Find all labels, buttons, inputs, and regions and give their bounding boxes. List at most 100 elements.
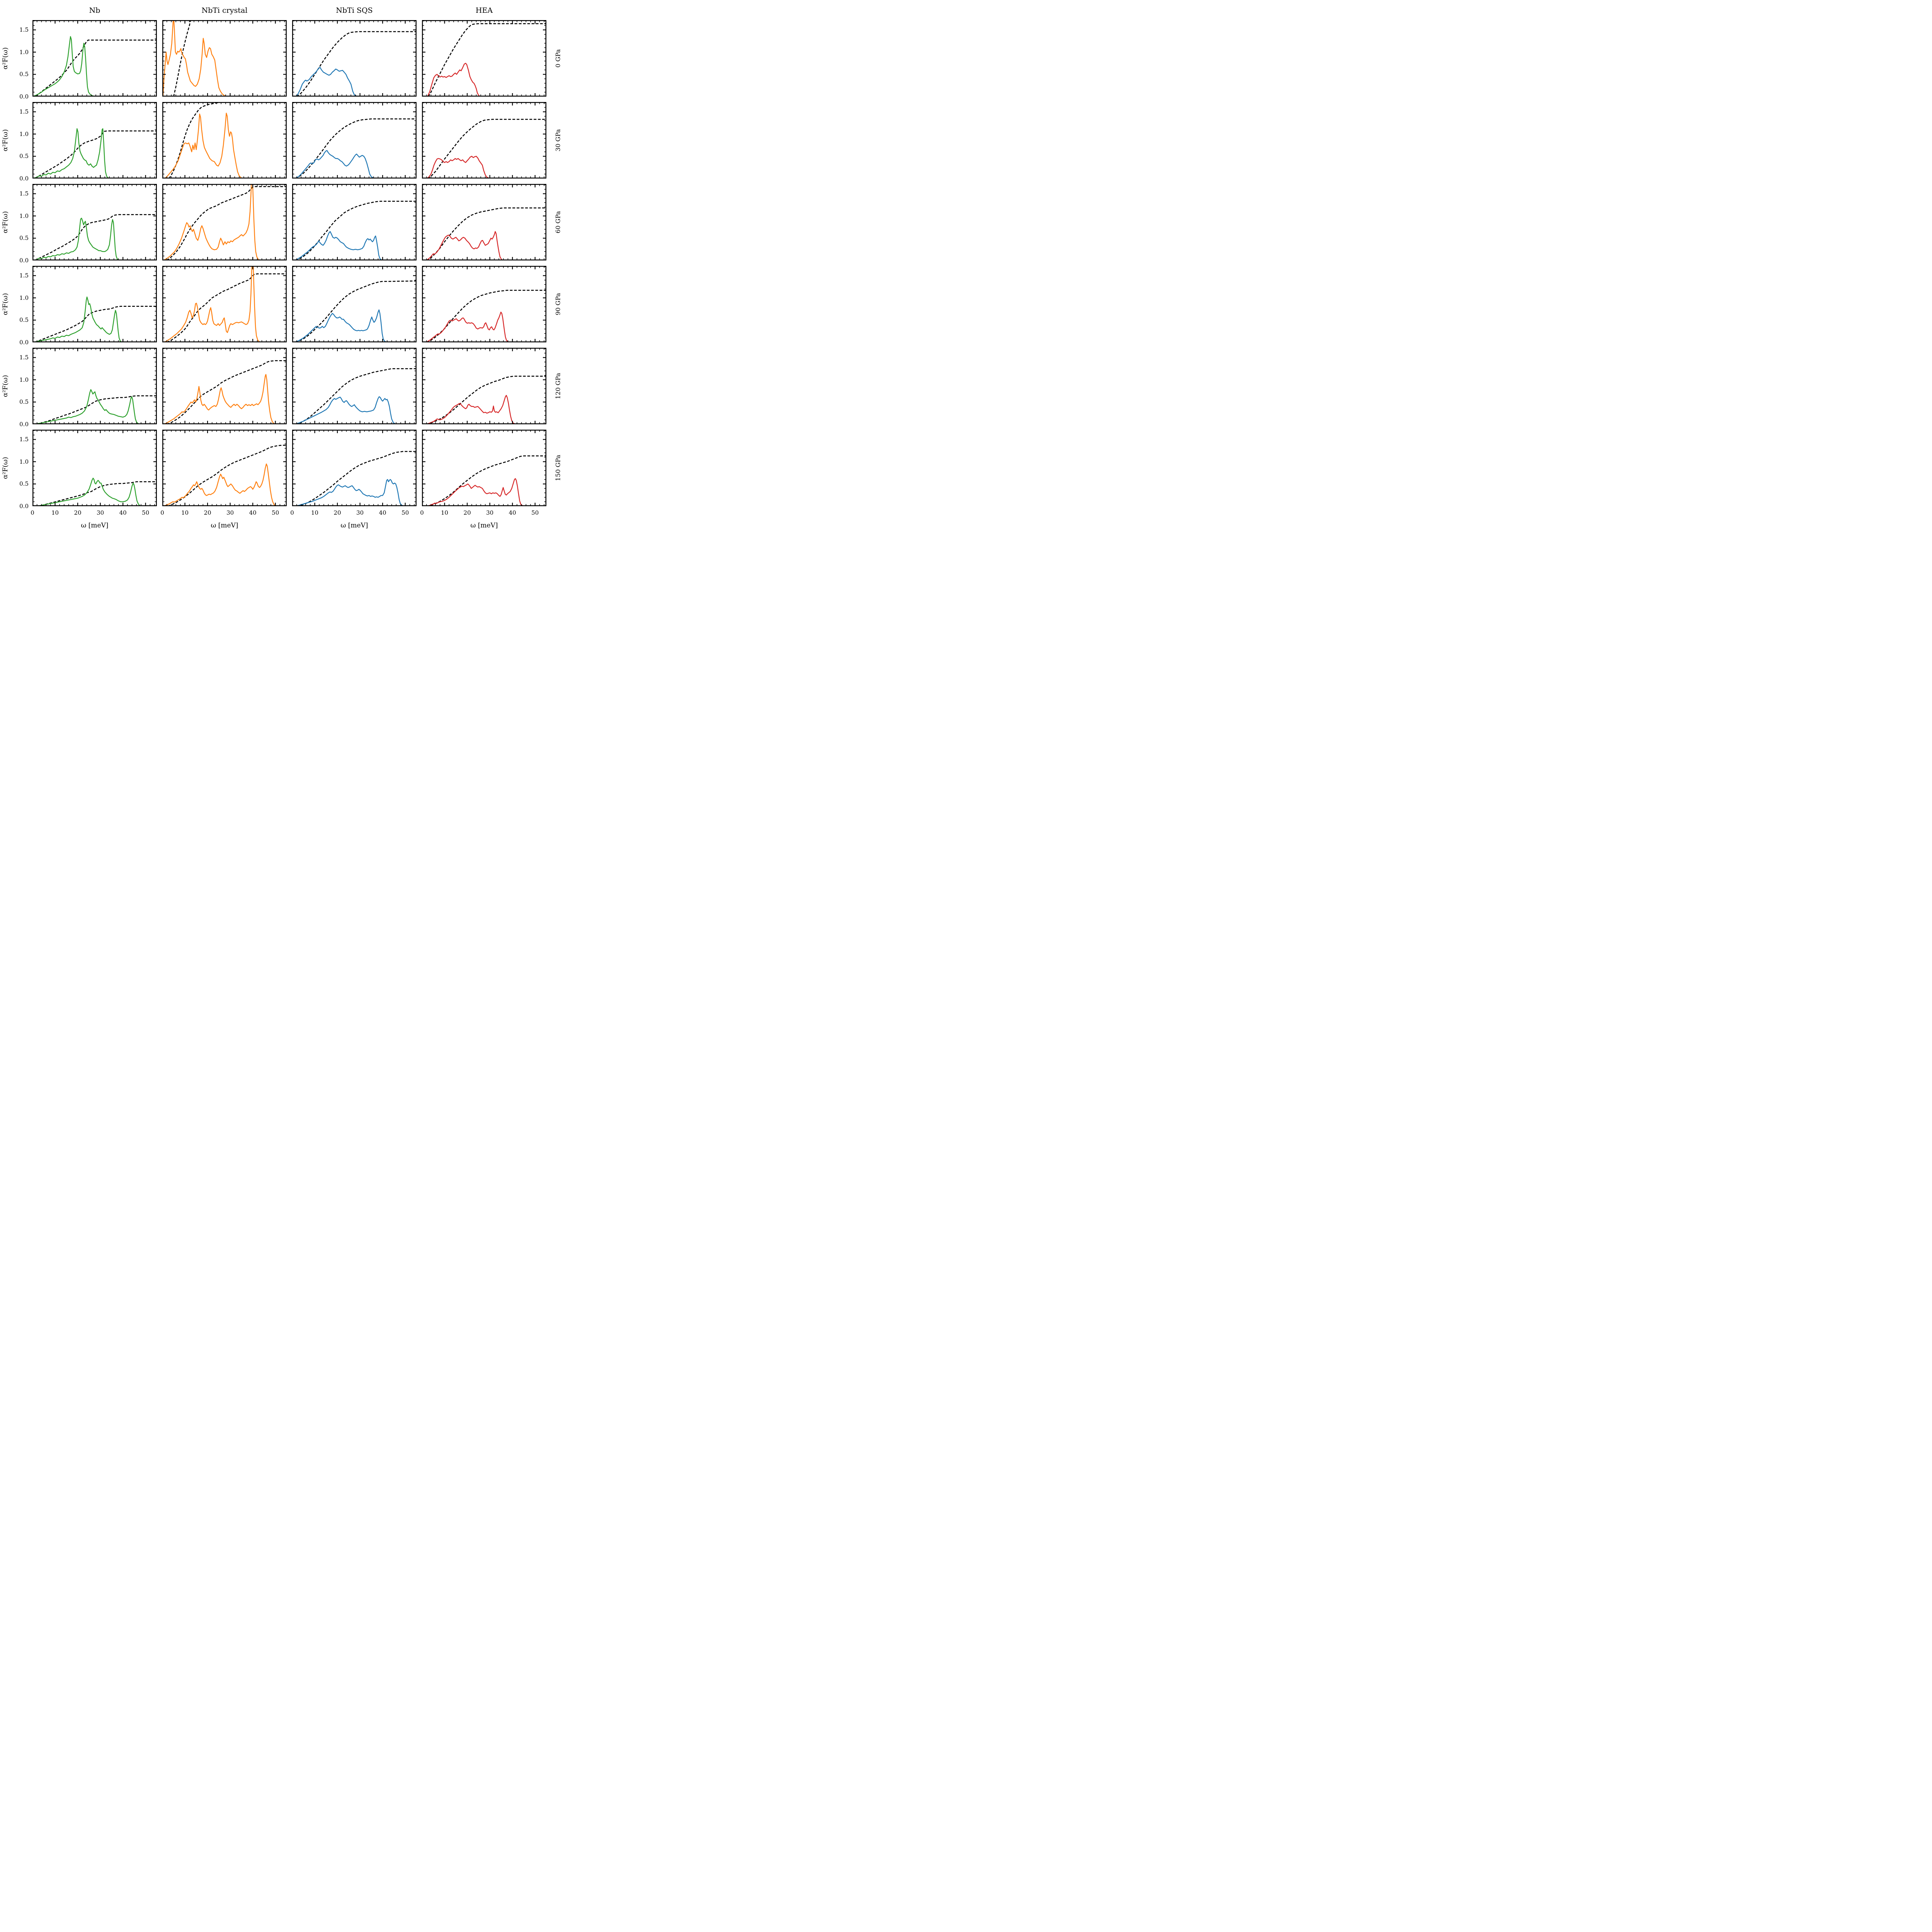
a2F-spectrum-curve <box>32 296 157 342</box>
panel-nb-150GPa <box>32 430 157 506</box>
axes-frame <box>162 184 287 260</box>
cumulative-lambda-curve <box>34 306 157 342</box>
a2F-spectrum-curve <box>294 309 417 342</box>
panel-nbti_sqs-120GPa <box>292 348 417 424</box>
a2F-spectrum-curve <box>32 128 157 179</box>
x-tick-label: 20 <box>333 509 341 516</box>
a2F-spectrum-curve <box>294 479 417 506</box>
axes-frame <box>32 20 157 97</box>
x-tick-label: 0 <box>420 509 424 516</box>
cumulative-lambda-curve <box>168 445 287 506</box>
y-tick-label: 1.5 <box>19 272 29 279</box>
y-tick-label: 1.0 <box>19 458 29 465</box>
y-tick-label: 1.0 <box>19 48 29 56</box>
row-label-0gpa: 0 GPa <box>554 49 562 68</box>
cumulative-lambda-curve <box>296 31 417 97</box>
a2F-spectrum-curve <box>294 231 417 260</box>
cumulative-lambda-curve <box>173 20 191 97</box>
x-tick-label: 10 <box>311 509 319 516</box>
cumulative-lambda-curve <box>427 119 546 179</box>
cumulative-lambda-curve <box>295 280 417 342</box>
axes-frame <box>422 266 546 342</box>
a2F-spectrum-curve <box>163 266 287 342</box>
axes-frame <box>292 348 417 424</box>
x-tick-label: 50 <box>142 509 150 516</box>
axes-frame <box>422 348 546 424</box>
row-label-30gpa: 30 GPa <box>554 129 562 151</box>
x-tick-label: 40 <box>379 509 386 516</box>
a2F-spectrum-curve <box>32 36 157 97</box>
panel-nbti_crystal-150GPa <box>162 430 287 506</box>
panel-hea-30GPa <box>422 102 546 179</box>
x-tick-label: 40 <box>119 509 127 516</box>
axes-frame <box>422 430 546 506</box>
y-tick-label: 1.0 <box>19 376 29 383</box>
panel-nbti_sqs-30GPa <box>292 102 417 179</box>
cumulative-lambda-curve <box>296 451 417 506</box>
column-title-hea: HEA <box>475 6 493 15</box>
y-tick-label: 0.5 <box>19 71 29 78</box>
y-tick-label: 1.5 <box>19 26 29 34</box>
panel-nb-30GPa <box>32 102 157 179</box>
cumulative-lambda-curve <box>426 455 546 506</box>
panel-nbti_crystal-0GPa <box>162 20 287 97</box>
y-tick-label: 1.0 <box>19 130 29 138</box>
panel-nbti_crystal-120GPa <box>162 348 287 424</box>
row-label-90gpa: 90 GPa <box>554 293 562 315</box>
cumulative-lambda-curve <box>36 395 157 424</box>
axes-frame <box>292 184 417 260</box>
cumulative-lambda-curve <box>166 186 287 260</box>
y-tick-label: 0.0 <box>19 175 29 182</box>
y-tick-label: 0.5 <box>19 398 29 406</box>
a2F-spectrum-curve <box>294 150 417 179</box>
y-tick-label: 0.0 <box>19 93 29 100</box>
panel-nbti_crystal-60GPa <box>162 184 287 260</box>
a2F-spectrum-curve <box>32 218 157 260</box>
panel-nb-60GPa <box>32 184 157 260</box>
axes-frame <box>292 430 417 506</box>
cumulative-lambda-curve <box>35 39 157 97</box>
y-tick-label: 1.5 <box>19 436 29 443</box>
row-label-150gpa: 150 GPa <box>554 455 562 481</box>
cumulative-lambda-curve <box>295 118 417 179</box>
x-tick-label: 10 <box>181 509 189 516</box>
y-tick-label: 0.0 <box>19 421 29 428</box>
panel-hea-60GPa <box>422 184 546 260</box>
y-tick-label: 1.5 <box>19 190 29 197</box>
y-axis-label: α²F(ω) <box>2 211 9 233</box>
y-tick-label: 0.5 <box>19 153 29 160</box>
column-title-nbti-crystal: NbTi crystal <box>201 6 248 15</box>
cumulative-lambda-curve <box>426 207 546 260</box>
y-tick-label: 1.0 <box>19 212 29 219</box>
panel-nb-90GPa <box>32 266 157 342</box>
a2F-spectrum-curve <box>425 478 546 506</box>
axes-frame <box>32 430 157 506</box>
y-tick-label: 0.5 <box>19 235 29 242</box>
x-axis-label: ω [meV] <box>211 522 238 529</box>
x-tick-label: 20 <box>74 509 82 516</box>
x-tick-label: 0 <box>160 509 164 516</box>
axes-frame <box>162 20 287 97</box>
x-tick-label: 50 <box>531 509 539 516</box>
panel-hea-120GPa <box>422 348 546 424</box>
y-tick-label: 0.0 <box>19 339 29 346</box>
panel-hea-90GPa <box>422 266 546 342</box>
x-tick-label: 30 <box>486 509 494 516</box>
x-tick-label: 30 <box>356 509 364 516</box>
axes-frame <box>422 184 546 260</box>
panel-nbti_sqs-60GPa <box>292 184 417 260</box>
cumulative-lambda-curve <box>167 360 287 424</box>
axes-frame <box>292 20 417 97</box>
axes-frame <box>32 184 157 260</box>
x-tick-label: 20 <box>463 509 471 516</box>
x-axis-label: ω [meV] <box>81 522 109 529</box>
cumulative-lambda-curve <box>168 102 224 179</box>
axes-frame <box>292 102 417 179</box>
cumulative-lambda-curve <box>34 130 157 179</box>
x-tick-label: 10 <box>440 509 449 516</box>
a2F-spectrum-curve <box>163 374 287 424</box>
cumulative-lambda-curve <box>295 368 417 424</box>
y-tick-label: 1.5 <box>19 354 29 361</box>
y-tick-label: 0.0 <box>19 257 29 264</box>
x-axis-label: ω [meV] <box>470 522 498 529</box>
